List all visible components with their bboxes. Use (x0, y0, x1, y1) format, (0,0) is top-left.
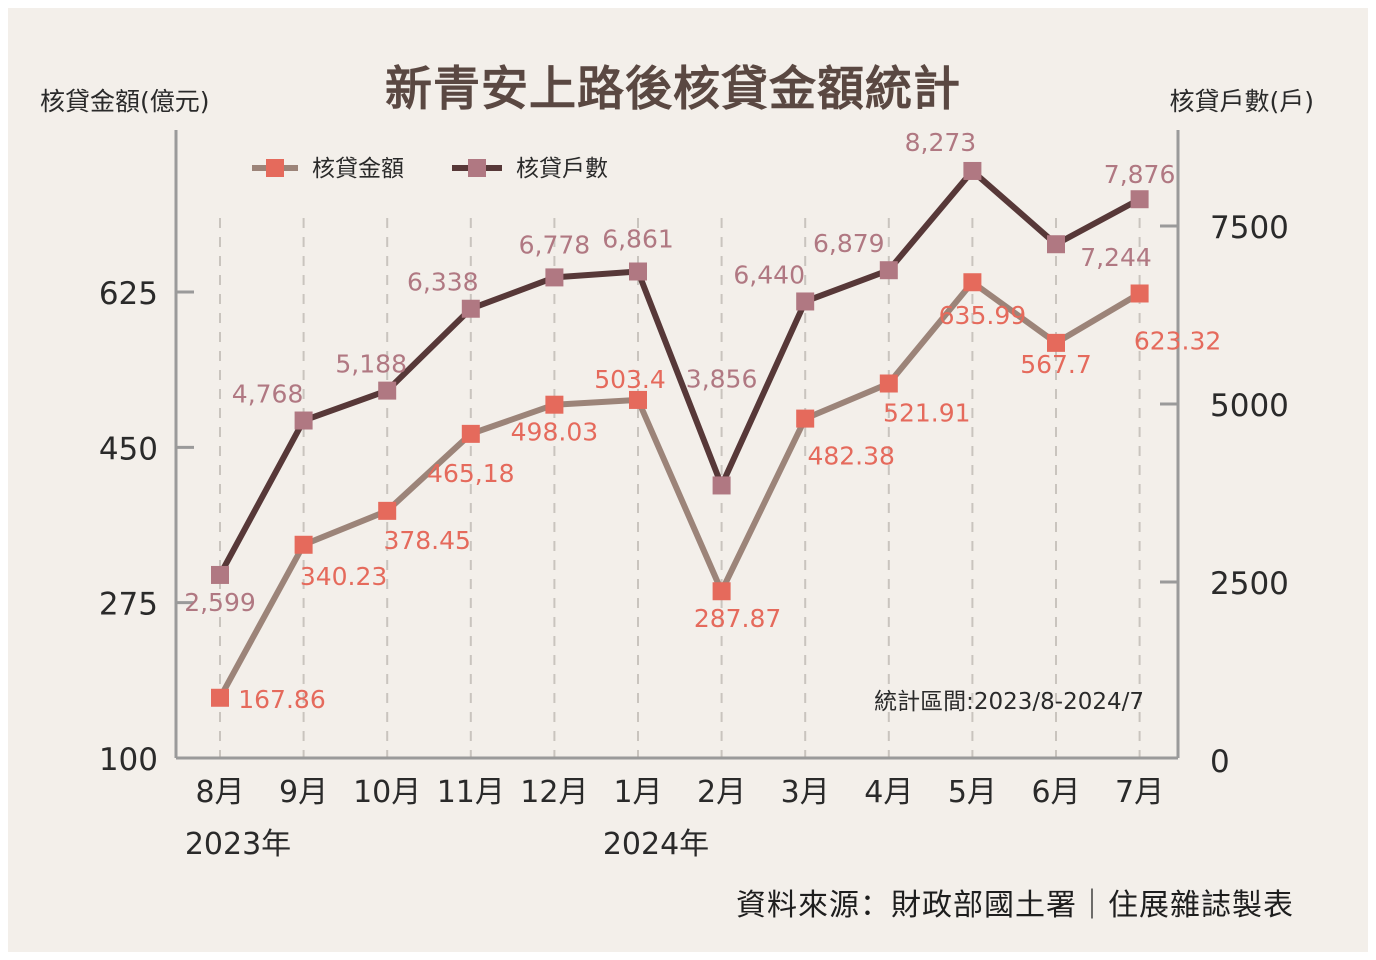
amount-marker (963, 273, 982, 292)
series-line-amount (217, 279, 1142, 700)
amount-marker (1047, 333, 1065, 352)
count-data-label: 6,879 (813, 229, 885, 258)
count-marker (879, 261, 898, 280)
amount-data-label: 498.03 (511, 418, 598, 447)
x-tick-label: 11月 (437, 775, 505, 810)
count-marker (963, 161, 982, 180)
amount-marker (1130, 284, 1149, 303)
x-tick-label: 7月 (1115, 775, 1164, 810)
chart-panel: 新青安上路後核貸金額統計 (8, 8, 1368, 952)
amount-data-label: 503.4 (594, 365, 666, 394)
count-data-label: 4,768 (232, 380, 304, 409)
count-data-label: 5,188 (335, 350, 407, 379)
count-marker (211, 565, 229, 584)
x-tick-label: 8月 (195, 775, 244, 810)
count-marker (545, 268, 564, 287)
amount-marker (629, 390, 647, 409)
legend-label-amount: 核貸金額 (312, 156, 404, 182)
left-tick-label: 625 (99, 276, 158, 312)
count-data-label: 6,778 (519, 230, 591, 259)
count-marker (629, 262, 647, 281)
series-line-count (217, 167, 1142, 577)
count-data-label: 6,338 (407, 268, 479, 297)
amount-marker (294, 535, 313, 554)
right-tick-label: 7500 (1210, 210, 1289, 246)
amount-marker (461, 424, 480, 443)
left-tick-label: 100 (99, 742, 158, 778)
count-marker (461, 299, 480, 318)
count-data-label: 3,856 (686, 364, 758, 393)
x-tick-label: 10月 (353, 775, 421, 810)
amount-marker (378, 501, 397, 520)
year-label: 2023年 (185, 827, 291, 862)
left-tick-label: 450 (99, 431, 158, 467)
right-tick-label: 0 (1210, 744, 1230, 780)
amount-marker (211, 688, 229, 707)
count-data-label: 7,244 (1080, 243, 1152, 272)
left-tick-label: 275 (99, 587, 158, 623)
amount-data-label: 287.87 (694, 604, 781, 633)
legend-marker-count (468, 159, 486, 177)
right-tick-label: 2500 (1210, 566, 1289, 602)
legend-marker-amount (266, 159, 284, 177)
x-tick-label: 6月 (1031, 775, 1080, 810)
amount-marker (879, 374, 898, 393)
amount-data-label: 521.91 (883, 399, 970, 428)
x-tick-label: 3月 (781, 775, 830, 810)
count-marker (1047, 235, 1065, 254)
x-tick-label: 1月 (613, 775, 662, 810)
amount-data-label: 635.99 (939, 301, 1026, 330)
source-note: 資料來源：財政部國土署｜住展雜誌製表 (736, 888, 1294, 923)
x-tick-label: 2月 (697, 775, 746, 810)
x-tick-label: 5月 (948, 775, 997, 810)
x-tick-label: 9月 (279, 775, 328, 810)
amount-marker (712, 582, 731, 601)
amount-data-label: 340.23 (300, 562, 387, 591)
count-marker (796, 292, 815, 311)
count-data-label: 2,599 (184, 588, 256, 617)
count-data-label: 7,876 (1104, 160, 1176, 189)
count-marker (294, 411, 313, 430)
chart-title: 新青安上路後核貸金額統計 (385, 62, 961, 117)
x-tick-label: 12月 (520, 775, 588, 810)
x-tick-label: 4月 (864, 775, 913, 810)
amount-data-label: 465,18 (427, 459, 514, 488)
amount-data-label: 378.45 (383, 526, 470, 555)
count-data-label: 6,440 (733, 260, 805, 289)
amount-marker (796, 409, 815, 428)
count-marker (1130, 190, 1149, 209)
amount-data-label: 623.32 (1134, 326, 1221, 355)
count-marker (378, 381, 397, 400)
count-data-label: 6,861 (602, 224, 674, 253)
legend-label-count: 核貸戶數 (516, 156, 608, 182)
right-axis-title: 核貸戶數(戶) (1169, 87, 1314, 116)
year-label: 2024年 (603, 827, 709, 862)
right-tick-label: 5000 (1210, 388, 1289, 424)
count-data-label: 8,273 (905, 128, 977, 157)
amount-data-label: 167.86 (238, 685, 325, 714)
count-marker (712, 476, 731, 495)
amount-data-label: 482.38 (807, 442, 894, 471)
amount-marker (545, 395, 564, 414)
amount-data-label: 567.7 (1020, 350, 1092, 379)
period-note: 統計區間:2023/8-2024/7 (874, 689, 1144, 715)
left-axis-title: 核貸金額(億元) (40, 87, 210, 116)
